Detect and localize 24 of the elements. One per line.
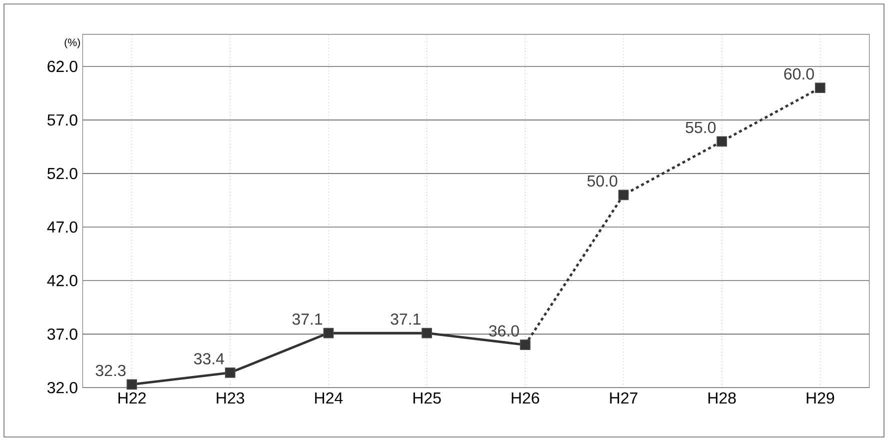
data-label: 55.0: [686, 122, 716, 134]
x-tick-label: H24: [315, 392, 343, 404]
x-tick-label: H22: [118, 392, 146, 404]
x-tick-label: H25: [413, 392, 441, 404]
y-tick-label: 47.0: [47, 221, 78, 233]
x-tick-label: H28: [708, 392, 736, 404]
data-label: 37.1: [390, 313, 420, 325]
data-label: 33.4: [194, 353, 224, 364]
y-tick-label: 32.0: [47, 382, 78, 394]
data-label: 37.1: [292, 313, 322, 325]
y-tick-label: 42.0: [47, 274, 78, 286]
data-label: 36.0: [489, 325, 519, 337]
y-axis-title: (%): [64, 38, 80, 48]
x-tick-label: H23: [216, 392, 244, 404]
x-tick-label: H29: [806, 392, 834, 404]
data-label: 60.0: [784, 68, 814, 80]
x-tick-label: H26: [512, 392, 540, 404]
x-tick-label: H27: [610, 392, 638, 404]
y-tick-label: 52.0: [47, 168, 78, 180]
data-label: 32.3: [96, 364, 126, 376]
y-tick-label: 37.0: [47, 328, 78, 340]
y-tick-label: 57.0: [47, 114, 78, 126]
y-tick-label: 62.0: [48, 60, 78, 72]
data-label: 50.0: [587, 175, 618, 187]
